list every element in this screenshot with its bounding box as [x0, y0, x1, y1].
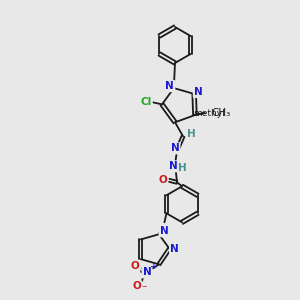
Text: N: N [142, 267, 151, 277]
Text: O: O [133, 281, 141, 291]
Text: H: H [187, 129, 195, 139]
Text: Cl: Cl [140, 98, 152, 107]
Text: CH₃: CH₃ [211, 108, 230, 118]
Text: H: H [178, 163, 186, 173]
Text: N: N [160, 226, 168, 236]
Text: methyl: methyl [193, 109, 225, 118]
Text: N: N [171, 143, 179, 153]
Text: +: + [150, 262, 158, 271]
Text: N: N [170, 244, 179, 254]
Text: N: N [194, 87, 203, 97]
Text: N: N [169, 161, 177, 171]
Text: N: N [166, 81, 174, 91]
Text: O: O [130, 261, 139, 271]
Text: ⁻: ⁻ [141, 284, 147, 294]
Text: O: O [159, 175, 167, 185]
